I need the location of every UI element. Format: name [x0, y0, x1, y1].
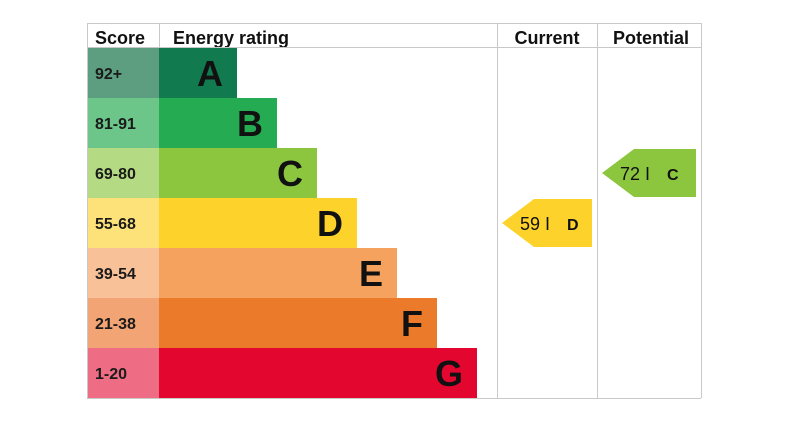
current-rating-arrow	[502, 199, 592, 247]
current-rating-letter: D	[567, 217, 579, 234]
score-label-e: 39-54	[95, 266, 136, 283]
rating-bar-e	[159, 248, 397, 298]
current-rating-value: 59	[520, 214, 540, 234]
header-score: Score	[95, 28, 145, 48]
rating-letter-e: E	[359, 253, 383, 294]
header-energy-rating: Energy rating	[173, 28, 289, 48]
rating-letter-f: F	[401, 303, 423, 344]
score-label-d: 55-68	[95, 216, 136, 233]
rating-bands: 92+ A 81-91 B 69-80 C 55-68 D 39-54 E 21-38 F 1-20 G	[87, 48, 477, 398]
score-cell-c	[87, 148, 159, 198]
rating-bar-b	[159, 98, 277, 148]
score-cell-a	[87, 48, 159, 98]
score-label-c: 69-80	[95, 166, 136, 183]
rating-letter-g: G	[435, 353, 463, 394]
rating-bar-d	[159, 198, 357, 248]
rating-letter-b: B	[237, 103, 263, 144]
rating-letter-d: D	[317, 203, 343, 244]
rating-bar-c	[159, 148, 317, 198]
score-label-a: 92+	[95, 66, 122, 83]
score-label-f: 21-38	[95, 316, 136, 333]
potential-rating-value: 72	[620, 164, 640, 184]
score-cell-b	[87, 98, 159, 148]
rating-bar-f	[159, 298, 437, 348]
score-cell-g	[87, 348, 159, 398]
score-cell-e	[87, 248, 159, 298]
rating-bar-a	[159, 48, 237, 98]
potential-rating-separator: I	[645, 164, 650, 184]
header-potential: Potential	[613, 28, 689, 48]
potential-rating-letter: C	[667, 167, 679, 184]
table-gridlines	[87, 23, 702, 399]
rating-letter-a: A	[197, 53, 223, 94]
score-cell-d	[87, 198, 159, 248]
rating-letter-c: C	[277, 153, 303, 194]
potential-rating-arrow	[602, 149, 696, 197]
current-rating-separator: I	[545, 214, 550, 234]
header-current: Current	[514, 28, 579, 48]
score-label-g: 1-20	[95, 366, 127, 383]
rating-bar-g	[159, 348, 477, 398]
rating-indicators: 59 I D72 I C	[502, 149, 696, 247]
score-label-b: 81-91	[95, 116, 136, 133]
score-cell-f	[87, 298, 159, 348]
